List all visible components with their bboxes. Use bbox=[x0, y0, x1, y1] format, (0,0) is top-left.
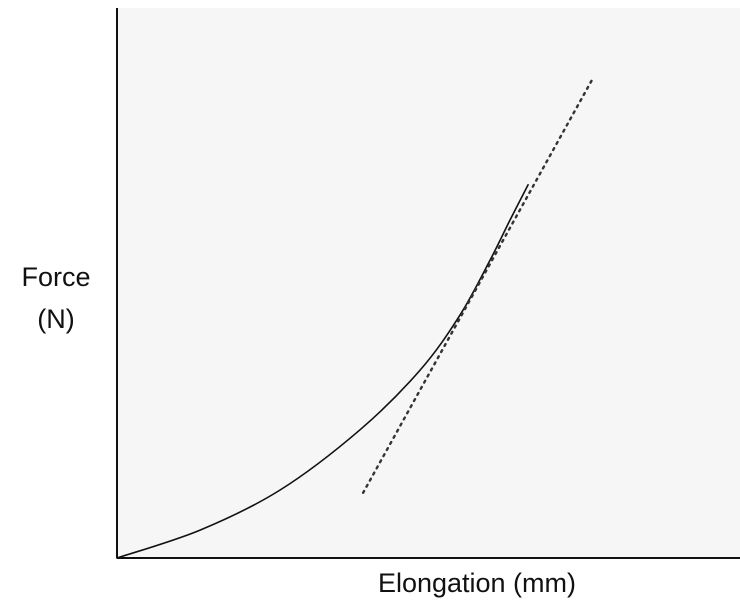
y-axis-label: (N) bbox=[37, 304, 74, 334]
curve bbox=[116, 184, 529, 559]
x-axis-label: Elongation (mm) bbox=[378, 568, 576, 598]
plot-area bbox=[117, 8, 740, 558]
y-axis-label: Force bbox=[21, 262, 90, 292]
tangent-line bbox=[361, 78, 594, 494]
